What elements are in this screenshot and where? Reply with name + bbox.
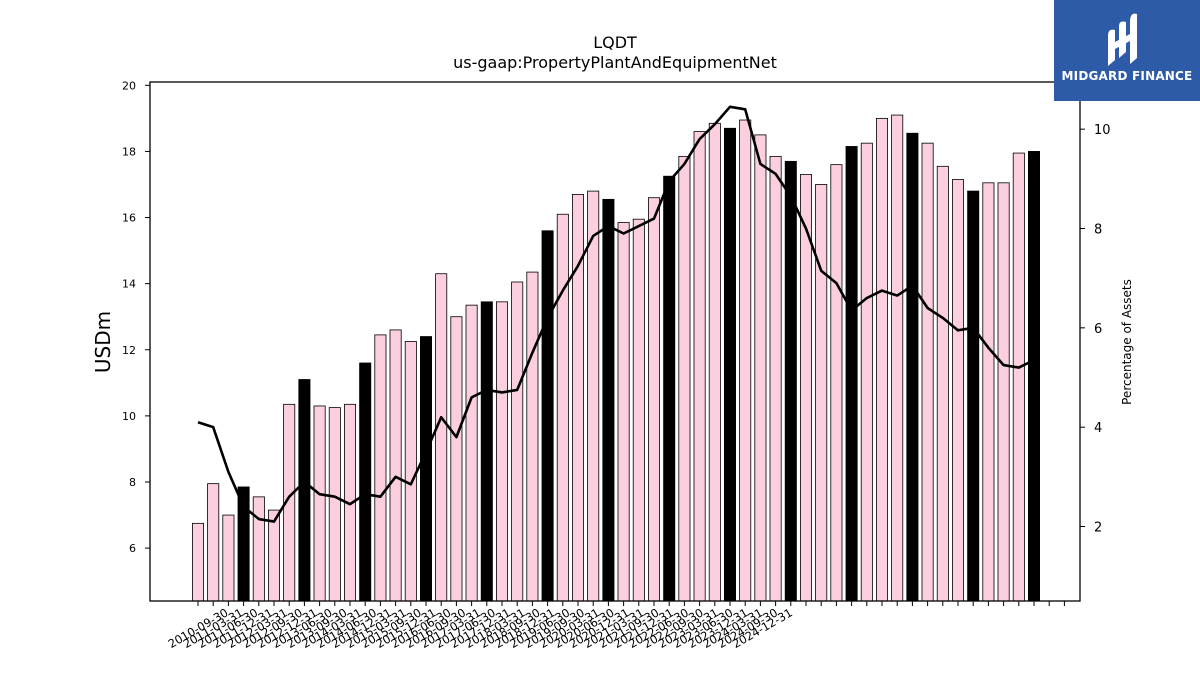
bar [967, 190, 980, 602]
bar [435, 273, 448, 602]
bar [845, 146, 858, 602]
y-tick-label: 18 [122, 145, 136, 158]
plot-area [191, 105, 1041, 602]
bar [739, 119, 752, 602]
bar [754, 134, 767, 602]
bar [921, 142, 934, 602]
midgard-logo-icon [1108, 13, 1137, 67]
y2-axis-label: Percentage of Assets [1120, 279, 1134, 405]
y2-tick-label: 8 [1094, 223, 1102, 238]
bar [526, 271, 539, 602]
bar [465, 304, 478, 602]
y-tick-label: 16 [122, 212, 136, 225]
bar [252, 496, 265, 602]
bar [708, 122, 721, 602]
bar [480, 301, 493, 602]
bar [450, 316, 463, 602]
y2-tick-label: 4 [1094, 421, 1102, 436]
bar [191, 522, 204, 602]
bar [404, 341, 417, 602]
bar [1012, 152, 1025, 602]
bar [222, 514, 235, 602]
chart-subtitle: us-gaap:PropertyPlantAndEquipmentNet [453, 53, 777, 72]
y-tick-label: 12 [122, 344, 136, 357]
y-axis-label: USDm [91, 311, 115, 373]
bar [860, 142, 873, 602]
bar [936, 165, 949, 602]
bar [495, 301, 508, 602]
bar [724, 127, 737, 602]
bar [267, 509, 280, 602]
bar [389, 329, 402, 602]
bar [876, 117, 889, 602]
bar [1028, 151, 1041, 602]
logo-text: MIDGARD FINANCE [1061, 69, 1193, 83]
axes: 681012141618202468102010-09-302011-06-30… [122, 79, 1111, 651]
bar [830, 164, 843, 602]
bar [328, 407, 341, 602]
bar [602, 198, 615, 602]
bar [374, 334, 387, 602]
bar [313, 405, 326, 602]
bar [997, 182, 1010, 602]
bar [359, 362, 372, 602]
bar [693, 131, 706, 602]
y-tick-label: 6 [129, 542, 136, 555]
bar [815, 184, 828, 602]
y2-tick-label: 10 [1094, 123, 1111, 138]
bar [207, 483, 220, 602]
bar [663, 175, 676, 602]
bar [511, 281, 524, 602]
bar [648, 197, 661, 602]
bar [617, 222, 630, 602]
y-tick-label: 10 [122, 410, 136, 423]
bar [784, 160, 797, 602]
bar [541, 230, 554, 602]
y-tick-label: 8 [129, 476, 136, 489]
bar [982, 182, 995, 602]
bar [952, 179, 965, 602]
bar [419, 336, 432, 602]
bar [298, 379, 311, 602]
y2-tick-label: 2 [1094, 521, 1102, 536]
plot-frame [149, 81, 1081, 602]
y-tick-label: 14 [122, 278, 136, 291]
bar [587, 190, 600, 602]
y-tick-label: 20 [122, 79, 136, 92]
bar [769, 155, 782, 602]
bar [891, 114, 904, 602]
bar [678, 155, 691, 602]
midgard-finance-logo: MIDGARD FINANCE [1054, 0, 1200, 101]
percentage-line [197, 105, 1035, 523]
bar [906, 132, 919, 602]
y2-tick-label: 6 [1094, 322, 1102, 337]
bar [632, 218, 645, 602]
chart-title: LQDT [593, 33, 637, 52]
bar [556, 213, 569, 602]
